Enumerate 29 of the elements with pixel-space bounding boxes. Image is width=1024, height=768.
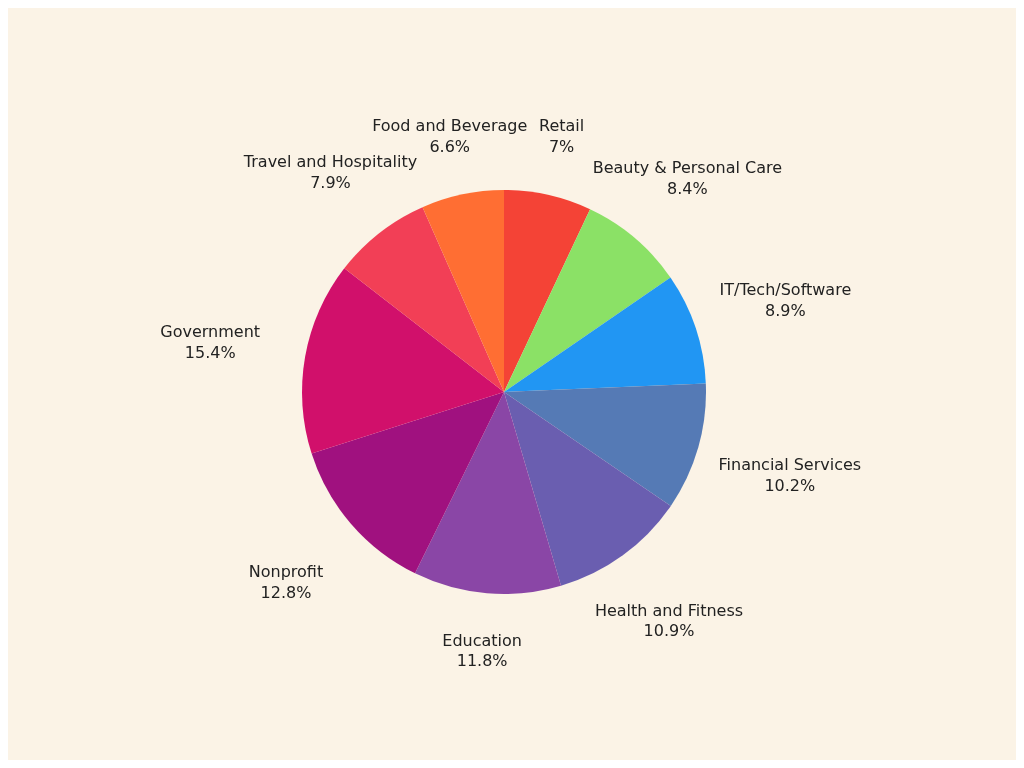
pie-slice [504, 190, 591, 392]
data-label: 7.9% [310, 172, 351, 192]
data-label: 7% [548, 137, 575, 157]
pie-slice [504, 383, 706, 506]
pie-slice [504, 209, 671, 392]
data-label: 15.4% [184, 342, 236, 362]
data-label: 10.2% [764, 476, 816, 496]
data-label: 12.8% [260, 582, 312, 602]
pie-slice [302, 268, 504, 454]
slice-label: Retail [539, 116, 585, 136]
pie-slice [504, 277, 706, 392]
slice-label: Health and Fitness [594, 600, 744, 620]
data-label: 8.4% [667, 178, 708, 198]
slice-label: IT/Tech/Software [719, 279, 852, 299]
data-label: 10.9% [643, 621, 695, 641]
data-label: 11.8% [456, 651, 508, 671]
slice-label: Food and Beverage [372, 116, 528, 136]
slice-label: Financial Services [718, 455, 862, 475]
data-label: 8.9% [765, 300, 806, 320]
slice-label: Travel and Hospitality [242, 151, 418, 171]
pie-slice [504, 392, 671, 586]
pie-slice [344, 207, 504, 392]
pie-slice [422, 190, 504, 392]
slice-label: Nonprofit [248, 562, 324, 582]
slice-label: Beauty & Personal Care [592, 158, 783, 178]
slice-label: Government [160, 322, 261, 341]
data-label: 6.6% [429, 136, 471, 156]
pie-slice [415, 392, 562, 594]
slice-label: Education [442, 630, 522, 650]
